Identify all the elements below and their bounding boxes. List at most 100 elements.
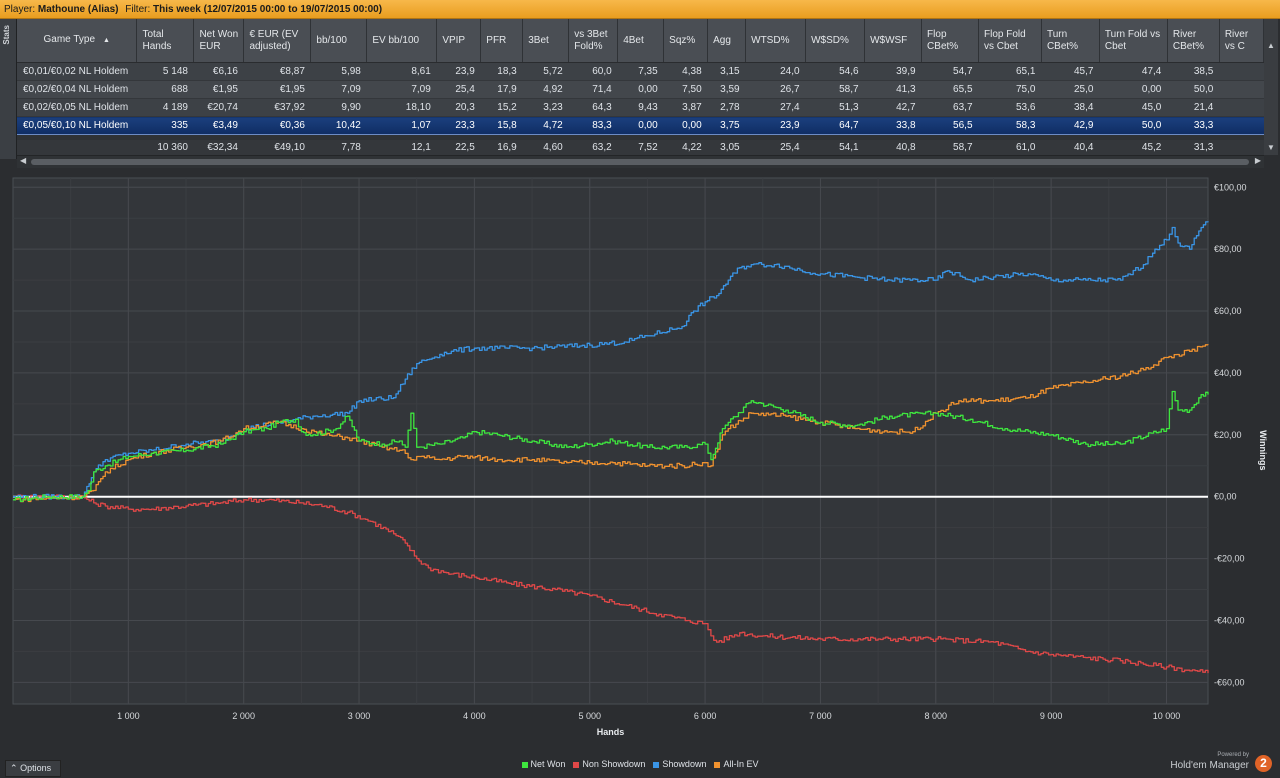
column-header[interactable]: WTSD%	[745, 19, 807, 63]
column-header-label: W$SD%	[811, 34, 849, 46]
x-tick-label: 2 000	[232, 711, 255, 721]
branding: Powered by Hold'em Manager 2	[1152, 752, 1272, 776]
column-header[interactable]: Flop CBet%	[921, 19, 980, 63]
options-chevron-icon: ⌃	[10, 763, 18, 773]
grid-horizontal-scrollbar[interactable]: ◀ ▶	[17, 155, 1264, 168]
column-header[interactable]: vs 3Bet Fold%	[568, 19, 619, 63]
column-header-label: Net Won EUR	[199, 28, 239, 52]
table-cell: 53,6	[978, 98, 1042, 117]
table-cell: €1,95	[193, 80, 244, 99]
table-cell	[1219, 116, 1264, 135]
sort-ascending-icon[interactable]: ▲	[103, 37, 110, 44]
column-header[interactable]: bb/100	[310, 19, 368, 63]
column-header[interactable]: EV bb/100	[366, 19, 438, 63]
legend-item[interactable]: Net Won	[521, 759, 565, 769]
table-row[interactable]: €0,02/€0,05 NL Holdem 4 189 €20,74 €37,92 9,…	[17, 98, 1264, 117]
column-header[interactable]: 4Bet	[617, 19, 665, 63]
table-cell: 50,0	[1099, 116, 1168, 135]
grid-vertical-scrollbar[interactable]: ▲ ▼	[1264, 19, 1278, 155]
column-header-label: 4Bet	[623, 34, 644, 46]
totals-cell: 54,1	[805, 140, 865, 155]
column-header[interactable]: Total Hands	[136, 19, 195, 63]
totals-cell: 40,8	[864, 140, 922, 155]
column-header-label: Turn CBet%	[1046, 28, 1079, 52]
scroll-up-arrow-icon[interactable]: ▲	[1267, 41, 1275, 50]
totals-cell: 7,52	[617, 140, 664, 155]
table-spacer-cell	[17, 134, 1264, 140]
column-header[interactable]: Flop Fold vs Cbet	[978, 19, 1042, 63]
table-cell: 3,87	[663, 98, 708, 117]
column-header[interactable]: River CBet%	[1167, 19, 1220, 63]
scroll-down-arrow-icon[interactable]: ▼	[1267, 143, 1275, 152]
table-cell: 65,1	[978, 62, 1042, 81]
table-cell: 27,4	[745, 98, 806, 117]
table-cell: 7,09	[310, 80, 367, 99]
table-row[interactable]: €0,01/€0,02 NL Holdem 5 148 €6,16 €8,87 5,98…	[17, 62, 1264, 81]
column-header[interactable]: Sqz%	[663, 19, 709, 63]
scroll-thumb[interactable]	[31, 159, 1249, 165]
totals-row: 10 360 €32,34 €49,10 7,78 12,1 22,5 16,9 4,60 63…	[17, 140, 1264, 155]
column-header[interactable]: PFR	[480, 19, 524, 63]
totals-cell: 40,4	[1041, 140, 1100, 155]
column-header[interactable]: Net Won EUR	[193, 19, 245, 63]
table-cell: 8,61	[366, 62, 437, 81]
y-axis-label: Winnings	[1258, 430, 1268, 470]
totals-cell: 45,2	[1099, 140, 1168, 155]
column-header[interactable]: W$SD%	[805, 19, 866, 63]
legend-label: All-In EV	[723, 759, 759, 769]
column-header[interactable]: Turn CBet%	[1041, 19, 1100, 63]
y-tick-label: €100,00	[1214, 182, 1247, 192]
table-cell: 5 148	[136, 62, 194, 81]
legend-item[interactable]: Non Showdown	[573, 759, 645, 769]
hm2-logo-icon: 2	[1255, 755, 1272, 772]
y-tick-label: €80,00	[1214, 244, 1242, 254]
table-cell: 42,7	[864, 98, 922, 117]
x-tick-label: 9 000	[1040, 711, 1063, 721]
table-cell: 54,7	[921, 62, 979, 81]
column-header-label: VPIP	[442, 34, 466, 46]
player-name[interactable]: Mathoune (Alias)	[37, 4, 119, 15]
scroll-right-arrow-icon[interactable]: ▶	[1254, 156, 1261, 165]
totals-cell: 25,4	[745, 140, 806, 155]
table-cell: 64,7	[805, 116, 865, 135]
legend-swatch-icon	[714, 761, 721, 768]
legend-swatch-icon	[573, 761, 580, 768]
table-row[interactable]: €0,05/€0,10 NL Holdem 335 €3,49 €0,36 10,42 1…	[17, 116, 1264, 135]
winnings-graph-svg: 1 000 2 000 3 000 4 000 5 000 6 000 7 000 8 000…	[12, 177, 1268, 737]
legend-label: Showdown	[662, 759, 707, 769]
x-tick-label: 4 000	[463, 711, 486, 721]
table-cell: €20,74	[193, 98, 244, 117]
table-cell: €0,02/€0,05 NL Holdem	[17, 98, 137, 117]
table-cell: 3,59	[707, 80, 746, 99]
legend-item[interactable]: Showdown	[653, 759, 706, 769]
table-cell: 47,4	[1099, 62, 1168, 81]
column-header[interactable]: Game Type ▲	[17, 19, 138, 63]
legend-item[interactable]: All-In EV	[714, 759, 758, 769]
column-header[interactable]: Agg	[707, 19, 747, 63]
column-header[interactable]: € EUR (EV adjusted)	[243, 19, 312, 63]
column-header[interactable]: River vs C	[1219, 19, 1264, 63]
table-cell: 688	[136, 80, 194, 99]
column-header-label: W$WSF	[870, 34, 908, 46]
scroll-left-arrow-icon[interactable]: ◀	[20, 156, 27, 165]
totals-cell	[1219, 140, 1264, 155]
winnings-chart: 1 000 2 000 3 000 4 000 5 000 6 000 7 000 8 000…	[0, 168, 1280, 758]
table-cell: 64,3	[568, 98, 618, 117]
filter-value[interactable]: This week (12/07/2015 00:00 to 19/07/201…	[153, 4, 383, 15]
table-cell	[1219, 80, 1264, 99]
y-tick-label: -€40,00	[1214, 615, 1245, 625]
table-cell: 7,50	[663, 80, 708, 99]
column-header-label: WTSD%	[751, 34, 790, 46]
table-cell: 15,2	[480, 98, 523, 117]
stats-side-tab[interactable]: Stats	[0, 19, 17, 159]
y-tick-label: €20,00	[1214, 430, 1242, 440]
column-header-label: 3Bet	[528, 34, 549, 46]
column-header[interactable]: VPIP	[436, 19, 482, 63]
table-cell: 4,38	[663, 62, 708, 81]
column-header[interactable]: Turn Fold vs Cbet	[1099, 19, 1168, 63]
column-header[interactable]: W$WSF	[864, 19, 923, 63]
totals-cell: €49,10	[243, 140, 311, 155]
options-button[interactable]: ⌃ Options	[5, 760, 61, 777]
table-row[interactable]: €0,02/€0,04 NL Holdem 688 €1,95 €1,95 7,09 7,…	[17, 80, 1264, 99]
column-header[interactable]: 3Bet	[522, 19, 570, 63]
